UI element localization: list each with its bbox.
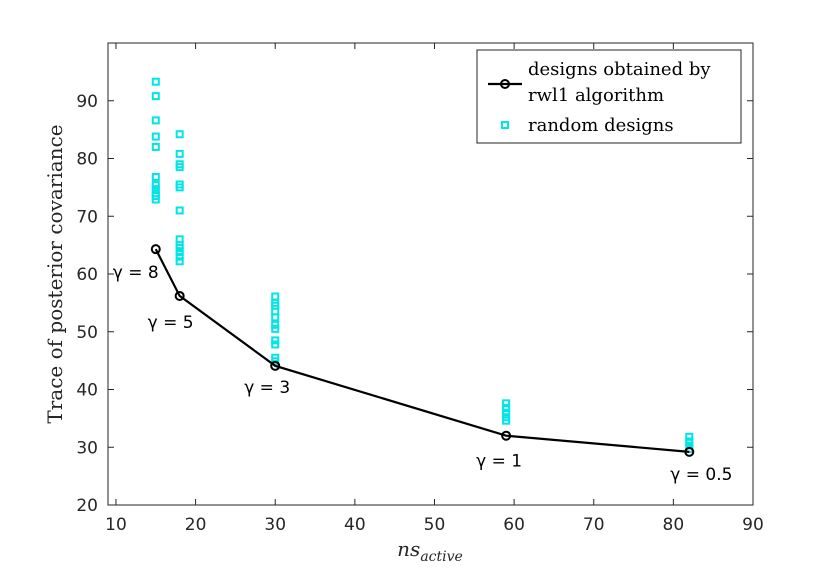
random-design-point xyxy=(502,408,511,417)
random-design-point xyxy=(502,399,511,408)
random-design-point xyxy=(175,149,184,158)
random-design-point xyxy=(175,163,184,172)
random-design-point xyxy=(175,244,184,253)
random-design-point xyxy=(271,320,280,329)
random-design-point xyxy=(685,432,694,441)
random-design-point xyxy=(151,77,160,86)
gamma-annotation: γ = 1 xyxy=(476,452,522,472)
y-tick-label: 70 xyxy=(76,207,98,227)
x-tick-label: 40 xyxy=(344,515,366,535)
random-design-point xyxy=(151,92,160,101)
x-tick-label: 10 xyxy=(105,515,127,535)
rwl1-design-point xyxy=(501,430,512,441)
y-tick-label: 90 xyxy=(76,92,98,112)
annotation-layer: γ = 8 γ = 5 γ = 3 γ = 1 γ = 0.5 xyxy=(113,263,733,485)
legend-line-label-1: designs obtained by xyxy=(528,59,711,80)
rwl1-design-point xyxy=(270,360,281,371)
rwl1-design-line xyxy=(154,248,690,453)
random-design-point xyxy=(175,130,184,139)
x-axis-label-subscript: active xyxy=(420,549,463,565)
random-design-point xyxy=(151,142,160,151)
legend-line-label-2: rwl1 algorithm xyxy=(528,85,664,106)
random-design-point xyxy=(151,181,160,190)
x-tick-label: 30 xyxy=(264,515,286,535)
gamma-annotation: γ = 8 xyxy=(113,263,159,283)
random-design-point xyxy=(151,132,160,141)
random-design-point xyxy=(151,116,160,125)
random-design-point xyxy=(271,313,280,322)
y-axis-label: Trace of posterior covariance xyxy=(43,124,67,423)
y-tick-label: 50 xyxy=(76,323,98,343)
random-design-point xyxy=(685,437,694,446)
gamma-annotation: γ = 0.5 xyxy=(670,465,732,485)
random-design-point xyxy=(151,195,160,204)
rwl1-design-point xyxy=(174,290,185,301)
random-design-point xyxy=(151,172,160,181)
y-tick-label: 40 xyxy=(76,381,98,401)
legend-box xyxy=(476,49,742,144)
y-tick-label: 20 xyxy=(76,496,98,516)
rwl1-design-point xyxy=(684,446,695,457)
legend-scatter-marker xyxy=(501,121,509,129)
random-design-point xyxy=(175,257,184,266)
series-layer xyxy=(150,77,695,457)
random-design-point xyxy=(271,324,280,333)
x-tick-label: 50 xyxy=(424,515,446,535)
x-tick-label: 90 xyxy=(742,515,764,535)
x-tick-label: 70 xyxy=(583,515,605,535)
legend-line-marker xyxy=(500,79,510,89)
x-tick-label: 20 xyxy=(185,515,207,535)
x-axis-label: nsactive xyxy=(397,537,463,565)
legend: designs obtained by rwl1 algorithm rando… xyxy=(476,49,742,144)
y-tick-label: 30 xyxy=(76,438,98,458)
gamma-annotation: γ = 5 xyxy=(148,313,194,333)
random-design-point xyxy=(175,248,184,257)
y-tick-label: 80 xyxy=(76,150,98,170)
x-tick-label: 80 xyxy=(663,515,685,535)
random-design-point xyxy=(175,206,184,215)
random-design-point xyxy=(502,416,511,425)
y-tick-label: 60 xyxy=(76,265,98,285)
random-design-point xyxy=(271,357,280,366)
x-tick-label: 60 xyxy=(503,515,525,535)
gamma-annotation: γ = 3 xyxy=(244,378,290,398)
random-design-point xyxy=(502,403,511,412)
ticks-layer: 10 20 30 40 50 60 70 80 90 20 30 40 50 60 70 80 90 xyxy=(76,43,764,535)
random-design-point xyxy=(271,340,280,349)
legend-scatter-label: random designs xyxy=(528,115,674,136)
random-design-point xyxy=(271,336,280,345)
random-design-point xyxy=(175,252,184,261)
x-axis-label-main: ns xyxy=(397,537,420,561)
random-design-point xyxy=(175,183,184,192)
rwl1-design-point xyxy=(150,244,161,255)
